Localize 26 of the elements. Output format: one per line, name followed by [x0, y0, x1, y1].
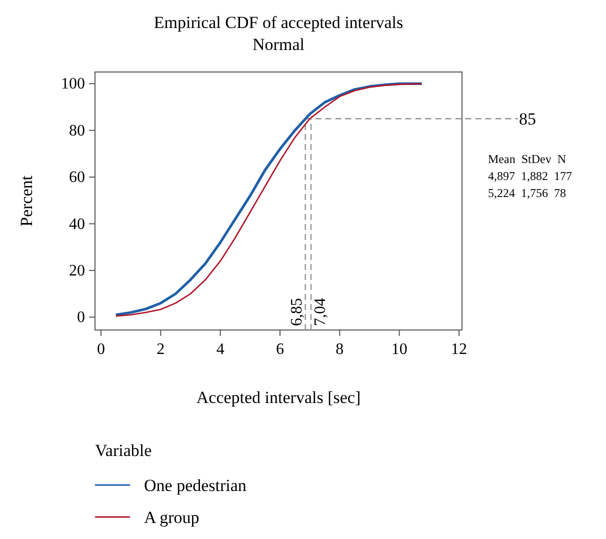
- ref-line-label: 6,85: [288, 298, 306, 326]
- y-tick-label: 0: [77, 309, 85, 326]
- legend-title: Variable: [95, 441, 152, 460]
- x-tick-label: 8: [336, 341, 344, 358]
- x-tick-label: 2: [156, 341, 165, 358]
- ref-line-label: 7,04: [312, 298, 330, 326]
- x-tick-label: 0: [96, 341, 105, 358]
- y-tick-label: 60: [69, 169, 85, 186]
- x-tick-label: 10: [391, 341, 408, 358]
- text: 4,897 1,882 177: [488, 169, 572, 183]
- y-tick-label: 20: [69, 262, 85, 280]
- x-tick-label: 6: [276, 341, 284, 358]
- x-tick-label: 12: [451, 341, 468, 358]
- ref-line-label: 85: [519, 110, 536, 129]
- y-tick-label: 40: [69, 216, 85, 233]
- y-axis-title: Percent: [17, 175, 36, 226]
- x-axis-title: Accepted intervals [sec]: [196, 388, 361, 407]
- text: Mean StDev N: [488, 152, 566, 166]
- legend-label: One pedestrian: [144, 476, 247, 495]
- chart-subtitle: Normal: [252, 35, 305, 54]
- chart-title: Empirical CDF of accepted intervals: [154, 13, 404, 32]
- y-tick-label: 100: [61, 76, 85, 93]
- y-tick-label: 80: [69, 122, 85, 140]
- x-tick-label: 4: [216, 341, 224, 358]
- text: 5,224 1,756 78: [488, 186, 566, 200]
- legend-label: A group: [144, 508, 200, 527]
